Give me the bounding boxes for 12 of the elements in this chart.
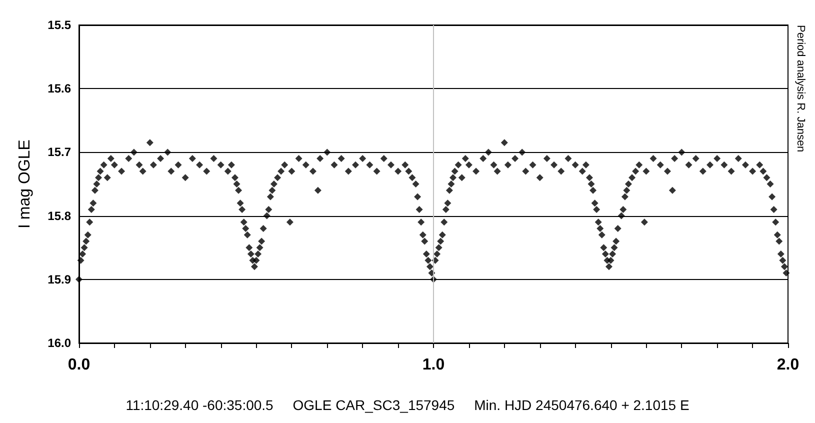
- y-axis-title: I mag OGLE: [16, 140, 34, 228]
- y-tick-label: 15.8: [48, 208, 72, 223]
- y-tick-label: 15.6: [48, 82, 72, 96]
- y-tick-label: 15.7: [48, 145, 72, 160]
- x-tick-label: 1.0: [422, 356, 445, 374]
- y-tick-label: 15.9: [48, 272, 72, 286]
- x-tick-label: 0.0: [68, 356, 90, 374]
- text: Period analysis R. Jansen: [794, 25, 806, 152]
- y-tick-label: 16.0: [48, 336, 72, 350]
- text: 11:10:29.40 -60:35:00.5 OGLE CAR_SC3_157945 Min. HJD 2450476.640 + 2.1015 E: [126, 397, 690, 413]
- y-tick-label: 15.5: [48, 18, 72, 32]
- x-tick-label: 2.0: [776, 356, 800, 374]
